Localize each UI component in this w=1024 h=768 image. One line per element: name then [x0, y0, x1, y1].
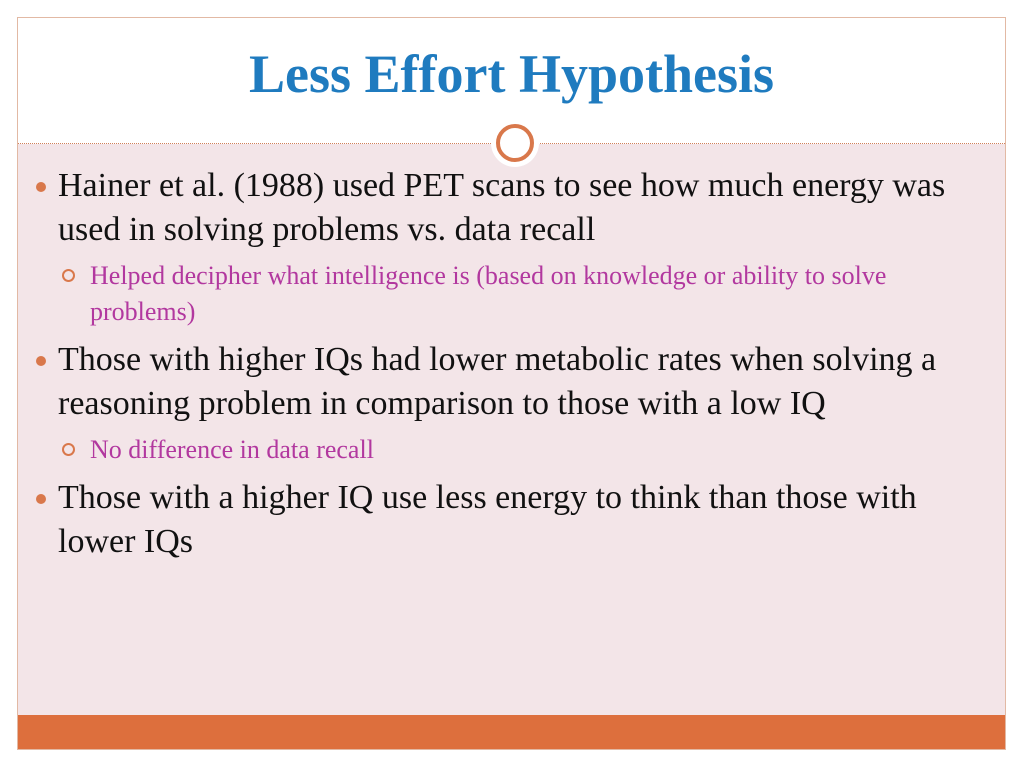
- bullet-item: Hainer et al. (1988) used PET scans to s…: [32, 164, 962, 252]
- slide-title: Less Effort Hypothesis: [249, 44, 774, 104]
- circle-ornament-icon: [491, 119, 539, 167]
- footer-bar: [18, 715, 1005, 749]
- bullet-dot-icon: [36, 182, 46, 192]
- sub-bullet-item: Helped decipher what intelligence is (ba…: [32, 258, 962, 330]
- sub-bullet-text: Helped decipher what intelligence is (ba…: [90, 261, 887, 326]
- sub-bullet-item: No difference in data recall: [32, 432, 962, 468]
- bullet-text: Those with a higher IQ use less energy t…: [58, 479, 917, 560]
- ornament-ring: [496, 124, 534, 162]
- bullet-dot-icon: [36, 494, 46, 504]
- sub-bullet-circle-icon: [62, 443, 75, 456]
- bullet-list: Hainer et al. (1988) used PET scans to s…: [32, 164, 962, 570]
- slide-frame: Less Effort Hypothesis: [17, 17, 1006, 750]
- sub-bullet-text: No difference in data recall: [90, 435, 374, 464]
- content-area: [18, 144, 1005, 716]
- bullet-text: Those with higher IQs had lower metaboli…: [58, 341, 937, 422]
- sub-bullet-circle-icon: [62, 269, 75, 282]
- bullet-item: Those with a higher IQ use less energy t…: [32, 476, 962, 564]
- bullet-item: Those with higher IQs had lower metaboli…: [32, 338, 962, 426]
- bullet-dot-icon: [36, 356, 46, 366]
- bullet-text: Hainer et al. (1988) used PET scans to s…: [58, 167, 946, 248]
